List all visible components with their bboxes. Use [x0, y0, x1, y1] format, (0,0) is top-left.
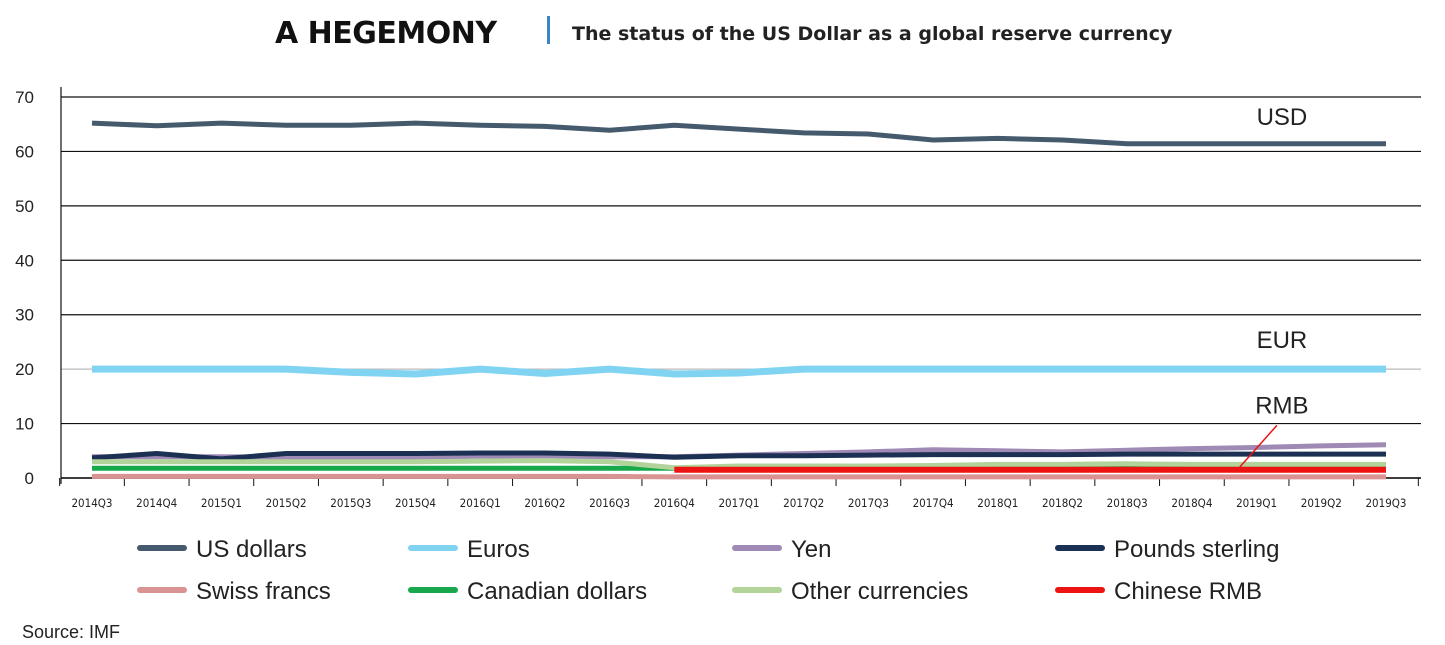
title-divider	[547, 16, 550, 44]
series-line-other-currencies	[92, 458, 1386, 471]
y-tick-label: 0	[25, 469, 34, 488]
series-line-swiss-francs	[92, 473, 1386, 480]
legend-label-canadian-dollars: Canadian dollars	[467, 578, 647, 605]
y-tick-label: 40	[15, 251, 34, 270]
annotation-usd: USD	[1257, 104, 1308, 131]
y-tick-label: 70	[15, 88, 34, 107]
x-tick-label: 2019Q3	[1365, 496, 1406, 510]
x-tick-label: 2019Q1	[1236, 496, 1277, 510]
source-note: Source: IMF	[22, 622, 120, 642]
x-tick-label: 2015Q4	[395, 496, 436, 510]
y-tick-label: 20	[15, 360, 34, 379]
x-tick-label: 2019Q2	[1301, 496, 1342, 510]
series-line-euros	[92, 365, 1386, 378]
x-tick-label: 2014Q4	[136, 496, 177, 510]
rmb-pointer-line	[1239, 424, 1278, 468]
x-tick-label: 2016Q3	[589, 496, 630, 510]
x-tick-label: 2015Q3	[330, 496, 371, 510]
line-annotations: USD EUR RMB	[1239, 104, 1309, 468]
legend-label-yen: Yen	[791, 536, 832, 563]
series-lines	[91, 120, 1387, 480]
legend-label-pounds-sterling: Pounds sterling	[1114, 536, 1279, 563]
legend-label-euros: Euros	[467, 536, 530, 563]
legend-label-chinese-rmb: Chinese RMB	[1114, 578, 1262, 605]
series-line-us-dollars	[91, 120, 1386, 147]
y-tick-label: 10	[15, 415, 34, 434]
x-tick-label: 2017Q3	[848, 496, 889, 510]
y-tick-label: 60	[15, 142, 34, 161]
x-tick-label: 2014Q3	[71, 496, 112, 510]
y-tick-label: 30	[15, 306, 34, 325]
x-tick-label: 2017Q4	[913, 496, 954, 510]
x-axis: 2014Q3 2014Q4 2015Q1 2015Q2 2015Q3 2015Q4 2016…	[59, 477, 1421, 510]
chart-subtitle: The status of the US Dollar as a global …	[572, 23, 1173, 45]
x-tick-label: 2016Q1	[460, 496, 501, 510]
legend-label-swiss-francs: Swiss francs	[196, 578, 331, 605]
x-tick-label: 2015Q1	[201, 496, 242, 510]
x-tick-label: 2016Q2	[524, 496, 565, 510]
annotation-eur: EUR	[1257, 327, 1308, 354]
y-tick-label: 50	[15, 197, 34, 216]
x-tick-label: 2018Q1	[977, 496, 1018, 510]
annotation-rmb: RMB	[1255, 392, 1308, 419]
legend: US dollars Euros Yen Pounds sterling Swiss f…	[137, 536, 1279, 605]
x-tick-label: 2018Q2	[1042, 496, 1083, 510]
gridlines	[60, 87, 1421, 484]
x-tick-label: 2017Q1	[718, 496, 759, 510]
x-tick-label: 2018Q3	[1107, 496, 1148, 510]
series-line-pounds-sterling	[91, 450, 1386, 462]
legend-label-other-currencies: Other currencies	[791, 578, 968, 605]
x-tick-label: 2015Q2	[266, 496, 307, 510]
x-tick-label: 2018Q4	[1171, 496, 1212, 510]
chart-title: A HEGEMONY	[275, 16, 498, 51]
x-tick-label: 2016Q4	[654, 496, 695, 510]
y-axis-ticks: 0 10 20 30 40 50 60 70	[15, 88, 34, 488]
x-tick-label: 2017Q2	[783, 496, 824, 510]
legend-label-us-dollars: US dollars	[196, 536, 307, 563]
